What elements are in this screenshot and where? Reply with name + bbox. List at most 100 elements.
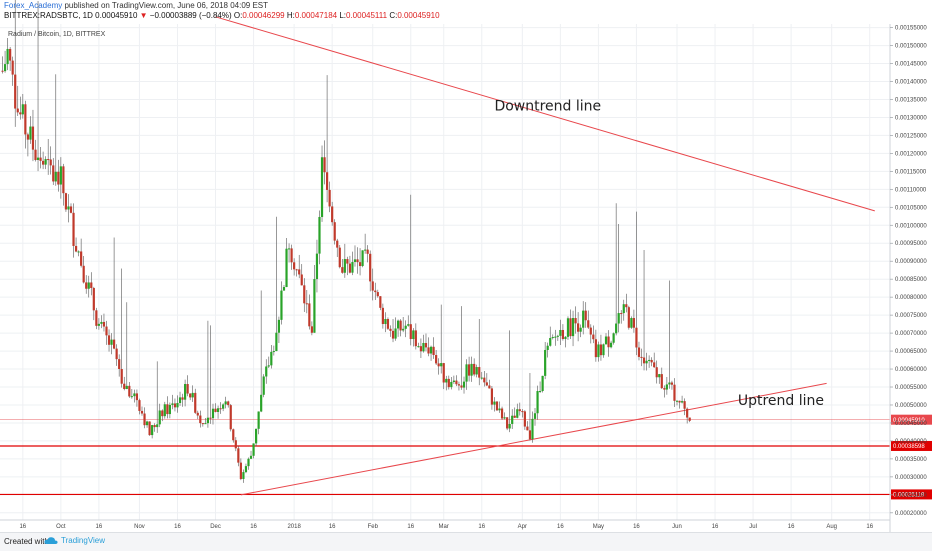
candle-body-down: [650, 359, 653, 363]
candle-body-down: [19, 112, 22, 115]
trendlines[interactable]: [215, 16, 875, 496]
candle-body-down: [118, 359, 121, 370]
candle-body-up: [3, 64, 7, 72]
candle-body-down: [85, 282, 88, 289]
candle-body-down: [358, 262, 362, 267]
candle-body-down: [381, 307, 384, 325]
candle-body-up: [252, 443, 255, 456]
candle-body-down: [196, 412, 199, 416]
candle-body-up: [320, 157, 324, 217]
candle-body-up: [249, 455, 253, 459]
candle-body-up: [546, 345, 549, 350]
candle-body-up: [100, 321, 103, 324]
candle-body-up: [97, 323, 100, 326]
candle-body-down: [490, 388, 494, 405]
time-tick-label: 16: [788, 524, 795, 530]
trendline-annotation: Downtrend line: [494, 98, 601, 114]
time-tick-label: 2018: [287, 524, 301, 530]
grid: [0, 24, 890, 520]
candle-body-down: [11, 60, 14, 75]
candle-body-up: [280, 290, 283, 320]
candle-body-down: [584, 310, 587, 321]
candle-body-down: [123, 383, 126, 389]
candle-body-down: [389, 328, 392, 331]
candle-body-down: [678, 400, 681, 403]
candle-body-up: [480, 377, 483, 379]
candle-body-up: [272, 351, 275, 353]
candle-body-down: [138, 400, 141, 411]
candle-body-up: [544, 349, 547, 376]
candle-body-up: [531, 418, 534, 440]
candle-body-down: [80, 251, 83, 266]
price-tick-label: 0.00080000: [895, 295, 927, 301]
time-tick-label: Oct: [56, 524, 66, 530]
candle-body-down: [64, 193, 68, 210]
candle-body-down: [49, 159, 52, 166]
candlesticks: [1, 0, 691, 483]
candle-body-up: [452, 380, 455, 382]
candle-body-up: [604, 336, 608, 345]
candle-body-up: [556, 335, 559, 337]
candle-body-down: [237, 448, 240, 463]
candle-body-up: [668, 382, 671, 385]
candle-body-up: [394, 328, 397, 339]
candle-body-down: [663, 388, 666, 390]
candle-body-down: [437, 363, 440, 367]
candle-body-up: [145, 421, 149, 426]
candle-body-down: [14, 74, 17, 109]
candle-body-down: [336, 240, 339, 248]
candle-body-down: [577, 323, 580, 332]
candle-body-down: [478, 367, 481, 378]
candle-body-down: [90, 282, 93, 289]
candle-body-up: [222, 404, 225, 409]
candle-body-up: [630, 318, 633, 328]
candle-body-down: [115, 348, 118, 360]
candle-body-down: [328, 189, 331, 207]
candle-body-up: [77, 251, 80, 253]
author-link[interactable]: Forex_Academy: [4, 1, 63, 10]
candle-body-down: [153, 425, 156, 428]
candle-body-down: [467, 364, 471, 376]
candle-body-down: [181, 397, 184, 400]
candle-body-down: [102, 321, 106, 327]
candle-body-down: [399, 320, 402, 331]
candle-body-down: [186, 384, 189, 394]
candle-body-up: [680, 401, 684, 403]
candle-body-down: [26, 134, 29, 140]
publish-line: Forex_Academy published on TradingView.c…: [4, 1, 268, 10]
candle-body-down: [523, 411, 526, 427]
candle-body-down: [201, 423, 204, 425]
candle-body-down: [460, 385, 463, 388]
candle-body-up: [267, 365, 270, 367]
tradingview-logo[interactable]: TradingView: [44, 536, 105, 545]
candle-body-up: [412, 330, 415, 340]
candle-body-down: [427, 347, 430, 354]
price-tick-label: 0.00070000: [895, 331, 927, 337]
candle-body-down: [1, 70, 4, 72]
price-tick-label: 0.00025000: [895, 493, 927, 499]
price-tick-label: 0.00105000: [895, 205, 927, 211]
candle-body-down: [526, 426, 529, 431]
candle-body-down: [376, 292, 379, 297]
candle-body-down: [670, 382, 674, 385]
change: −0.00003889 (−0.84%): [149, 11, 232, 20]
candle-body-down: [338, 247, 341, 268]
candle-body-up: [265, 366, 268, 377]
candle-body-up: [498, 408, 501, 411]
candle-body-down: [419, 346, 423, 352]
candle-body-down: [300, 274, 303, 286]
candle-body-down: [424, 342, 428, 348]
time-tick-label: 16: [96, 524, 103, 530]
candle-body-down: [518, 409, 521, 412]
candle-body-down: [500, 408, 504, 419]
price-tick-label: 0.00135000: [895, 97, 927, 103]
candle-body-down: [620, 313, 623, 315]
candle-body-down: [528, 430, 532, 440]
candle-body-down: [62, 166, 65, 194]
candle-body-down: [447, 378, 450, 388]
candle-body-down: [148, 421, 151, 436]
candle-body-down: [589, 327, 592, 335]
candle-body-up: [609, 342, 613, 348]
candle-body-down: [513, 415, 516, 418]
